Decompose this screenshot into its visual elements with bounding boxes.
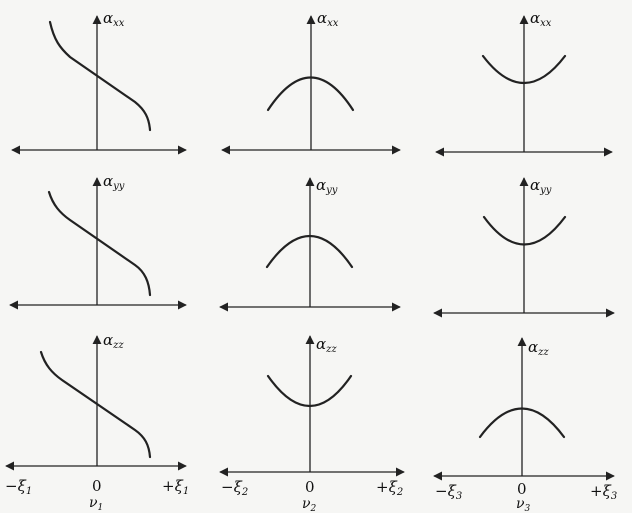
tick-zero: 0 — [517, 480, 527, 498]
panel-2-3: αyy — [433, 176, 615, 318]
y-axis-label: αyy — [316, 176, 338, 196]
tick-left: −ξ2 — [221, 478, 248, 498]
curve-cup — [482, 215, 567, 246]
panel-3-2: αzz — [219, 335, 405, 477]
panel-3-1: αzz — [5, 331, 187, 471]
column-2-ticks: −ξ2 0 +ξ2 ν2 — [221, 478, 403, 513]
y-axis-label: αzz — [528, 338, 549, 358]
tick-right: +ξ3 — [590, 482, 617, 502]
column-3-ticks: −ξ3 0 +ξ3 ν3 — [435, 480, 617, 513]
y-axis-label: αzz — [103, 331, 124, 351]
panel-2-2: αyy — [219, 176, 401, 312]
mode-label: ν3 — [516, 496, 531, 513]
panel-1-3: αxx — [435, 9, 613, 157]
curve-cup — [266, 374, 353, 408]
y-axis-label: αxx — [317, 9, 339, 29]
tick-left: −ξ3 — [435, 482, 462, 502]
curve-cap — [266, 76, 355, 112]
y-axis-label: αxx — [103, 9, 125, 29]
curve-cup — [481, 54, 567, 84]
curve-cap — [478, 407, 566, 439]
curve-decreasing — [39, 350, 152, 459]
tick-left: −ξ1 — [5, 477, 32, 497]
panel-1-1: αxx — [11, 9, 187, 155]
column-1-ticks: −ξ1 0 +ξ1 ν1 — [5, 477, 189, 513]
y-axis-label: αzz — [316, 335, 337, 355]
tick-right: +ξ2 — [376, 478, 403, 498]
y-axis-label: αyy — [530, 176, 552, 196]
panel-3-3: αzz — [433, 337, 615, 481]
panel-2-1: αyy — [9, 172, 187, 310]
curve-cap — [265, 234, 354, 269]
y-axis-label: αxx — [530, 9, 552, 29]
y-axis-label: αyy — [103, 172, 125, 192]
mode-label: ν2 — [302, 496, 317, 513]
mode-label: ν1 — [89, 495, 103, 513]
curve-decreasing — [47, 190, 152, 297]
curve-decreasing — [48, 20, 152, 132]
panel-1-2: αxx — [221, 9, 401, 155]
tick-zero: 0 — [92, 477, 102, 495]
tick-zero: 0 — [305, 478, 315, 496]
tick-right: +ξ1 — [162, 477, 189, 497]
